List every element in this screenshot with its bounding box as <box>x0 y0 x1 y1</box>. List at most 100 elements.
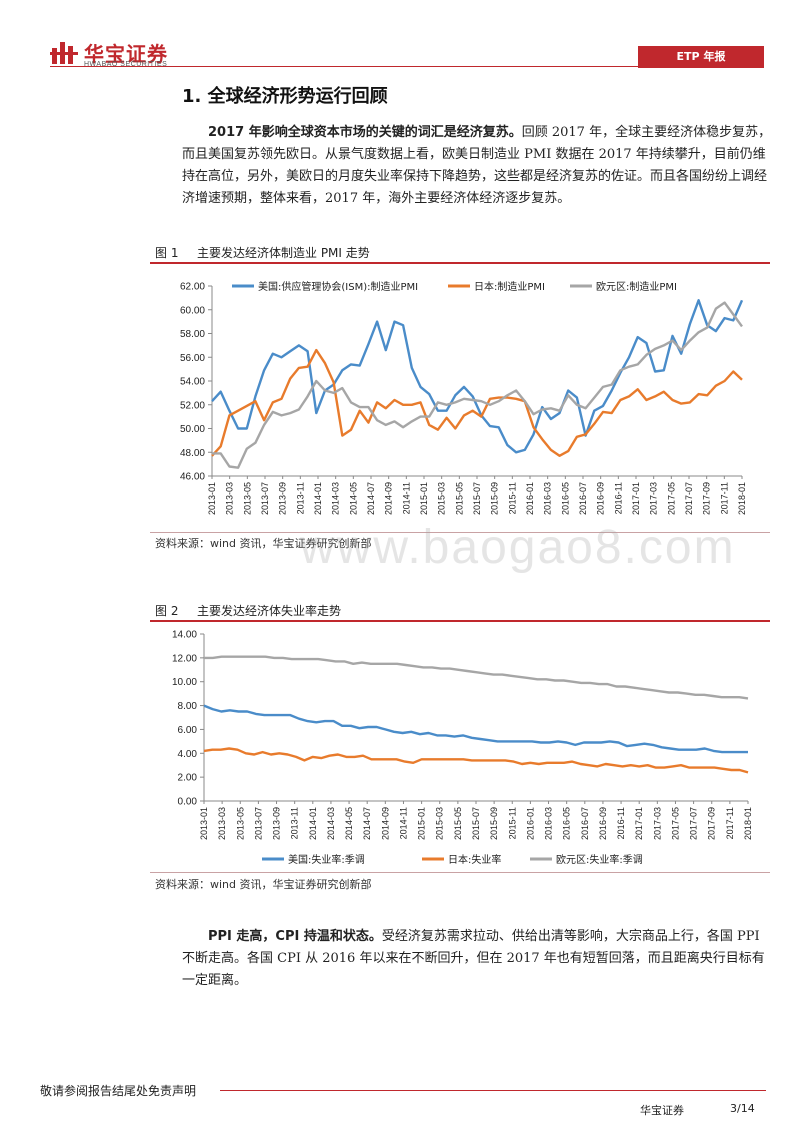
x-tick-label: 2015-09 <box>489 807 499 840</box>
series-line <box>203 747 749 774</box>
legend-label: 美国:供应管理协会(ISM):制造业PMI <box>258 280 418 293</box>
x-tick-label: 2017-07 <box>684 482 694 515</box>
x-tick-label: 2016-07 <box>580 807 590 840</box>
y-tick-label: 12.00 <box>172 653 197 664</box>
x-tick-label: 2017-09 <box>707 807 717 840</box>
x-tick-label: 2016-09 <box>596 482 606 515</box>
logo-text: 华宝证券 <box>84 42 168 66</box>
figure1-title: 主要发达经济体制造业 PMI 走势 <box>197 246 370 260</box>
x-tick-label: 2014-09 <box>384 482 394 515</box>
footer-divider <box>220 1090 766 1091</box>
figure1-number: 图 1 <box>155 246 179 260</box>
x-tick-label: 2015-07 <box>472 482 482 515</box>
x-tick-label: 2016-01 <box>525 482 535 515</box>
x-tick-label: 2015-09 <box>490 482 500 515</box>
x-tick-label: 2016-09 <box>598 807 608 840</box>
x-tick-label: 2014-03 <box>331 482 341 515</box>
legend-label: 美国:失业率:季调 <box>288 853 365 866</box>
series-line <box>212 301 743 469</box>
legend-label: 日本:制造业PMI <box>474 280 545 293</box>
y-tick-label: 60.00 <box>180 305 205 316</box>
y-tick-label: 2.00 <box>178 773 198 784</box>
x-tick-label: 2016-11 <box>613 482 623 514</box>
y-tick-label: 56.00 <box>180 353 205 364</box>
x-tick-label: 2013-03 <box>217 807 227 840</box>
x-tick-label: 2014-05 <box>348 482 358 515</box>
x-tick-label: 2014-01 <box>308 807 318 840</box>
series-line <box>211 299 744 454</box>
legend-label: 欧元区:失业率:季调 <box>556 853 643 866</box>
x-tick-label: 2016-03 <box>543 482 553 515</box>
hwabao-logo-icon <box>50 42 78 64</box>
x-tick-label: 2013-11 <box>295 482 305 514</box>
paragraph-body: 回顾 2017 年，全球主要经济体稳步复苏，而且美国复苏领先欧日。从景气度数据上… <box>182 125 772 206</box>
x-tick-label: 2013-05 <box>235 807 245 840</box>
x-tick-label: 2017-09 <box>702 482 712 515</box>
legend-label: 日本:失业率 <box>448 853 501 866</box>
report-type-badge: ETP 年报 <box>638 46 764 68</box>
x-tick-label: 2015-11 <box>507 482 517 514</box>
figure2-bottom-rule <box>150 872 770 873</box>
x-tick-label: 2014-03 <box>326 807 336 840</box>
y-tick-label: 62.00 <box>180 282 205 293</box>
x-tick-label: 2017-01 <box>634 807 644 840</box>
x-tick-label: 2013-07 <box>260 482 270 515</box>
y-tick-label: 10.00 <box>172 677 197 688</box>
x-tick-label: 2013-01 <box>207 482 217 515</box>
figure2-number: 图 2 <box>155 604 179 618</box>
x-tick-label: 2016-01 <box>525 807 535 840</box>
x-tick-label: 2015-11 <box>507 807 517 839</box>
paragraph-lead: PPI 走高，CPI 持温和状态。 <box>208 929 382 944</box>
x-tick-label: 2017-01 <box>631 482 641 515</box>
x-tick-label: 2014-11 <box>398 807 408 839</box>
x-tick-label: 2015-05 <box>454 482 464 515</box>
section-title: 1. 全球经济形势运行回顾 <box>182 86 388 107</box>
x-tick-label: 2016-05 <box>560 482 570 515</box>
x-tick-label: 2014-11 <box>401 482 411 514</box>
y-tick-label: 0.00 <box>178 797 198 808</box>
figure2-title: 主要发达经济体失业率走势 <box>197 604 342 618</box>
x-tick-label: 2016-07 <box>578 482 588 515</box>
y-tick-label: 46.00 <box>180 472 205 483</box>
x-tick-label: 2016-11 <box>616 807 626 839</box>
x-tick-label: 2013-09 <box>278 482 288 515</box>
x-tick-label: 2013-07 <box>253 807 263 840</box>
x-tick-label: 2017-11 <box>719 482 729 514</box>
y-tick-label: 6.00 <box>178 725 198 736</box>
x-tick-label: 2014-01 <box>313 482 323 515</box>
figure1-source: 资料来源：wind 资讯，华宝证券研究创新部 <box>155 537 372 550</box>
figure2-top-rule <box>150 620 770 622</box>
x-tick-label: 2014-05 <box>344 807 354 840</box>
x-tick-label: 2017-03 <box>649 482 659 515</box>
x-tick-label: 2017-11 <box>725 807 735 839</box>
paragraph-lead: 2017 年影响全球资本市场的关键的词汇是经济复苏。 <box>208 125 522 140</box>
x-tick-label: 2017-05 <box>670 807 680 840</box>
y-tick-label: 50.00 <box>180 424 205 435</box>
x-tick-label: 2016-03 <box>544 807 554 840</box>
x-tick-label: 2017-03 <box>652 807 662 840</box>
y-tick-label: 14.00 <box>172 630 197 641</box>
series-line <box>203 704 748 754</box>
x-tick-label: 2018-01 <box>743 807 753 840</box>
x-tick-label: 2017-05 <box>666 482 676 515</box>
watermark: www.baogao8.com <box>300 521 736 574</box>
x-tick-label: 2015-01 <box>419 482 429 515</box>
legend-label: 欧元区:制造业PMI <box>596 280 677 293</box>
figure1-caption: 图 1 主要发达经济体制造业 PMI 走势 <box>155 244 370 261</box>
unemployment-line-chart: 0.00 2.00 4.00 6.00 8.00 10.00 12.00 14.00 2013-… <box>172 630 753 867</box>
y-tick-label: 52.00 <box>180 400 205 411</box>
x-tick-label: 2014-09 <box>380 807 390 840</box>
y-tick-label: 58.00 <box>180 329 205 340</box>
paragraph-economic-recovery: 2017 年影响全球资本市场的关键的词汇是经济复苏。回顾 2017 年，全球主要… <box>182 122 772 210</box>
footer-company: 华宝证券 <box>640 1104 684 1117</box>
paragraph-ppi-cpi: PPI 走高，CPI 持温和状态。受经济复苏需求拉动、供给出清等影响，大宗商品上… <box>182 926 772 992</box>
x-tick-label: 2013-09 <box>272 807 282 840</box>
y-tick-label: 54.00 <box>180 377 205 388</box>
series-line <box>204 655 749 700</box>
page-header: 华宝证券 HWABAO SECURITIES ETP 年报 <box>0 0 800 80</box>
header-divider <box>50 66 638 67</box>
footer-disclaimer: 敬请参阅报告结尾处免责声明 <box>40 1084 197 1098</box>
y-tick-label: 4.00 <box>178 749 198 760</box>
x-tick-label: 2013-03 <box>225 482 235 515</box>
pmi-line-chart: 46.00 48.00 50.00 52.00 54.00 56.00 58.00 60.00… <box>180 280 747 515</box>
